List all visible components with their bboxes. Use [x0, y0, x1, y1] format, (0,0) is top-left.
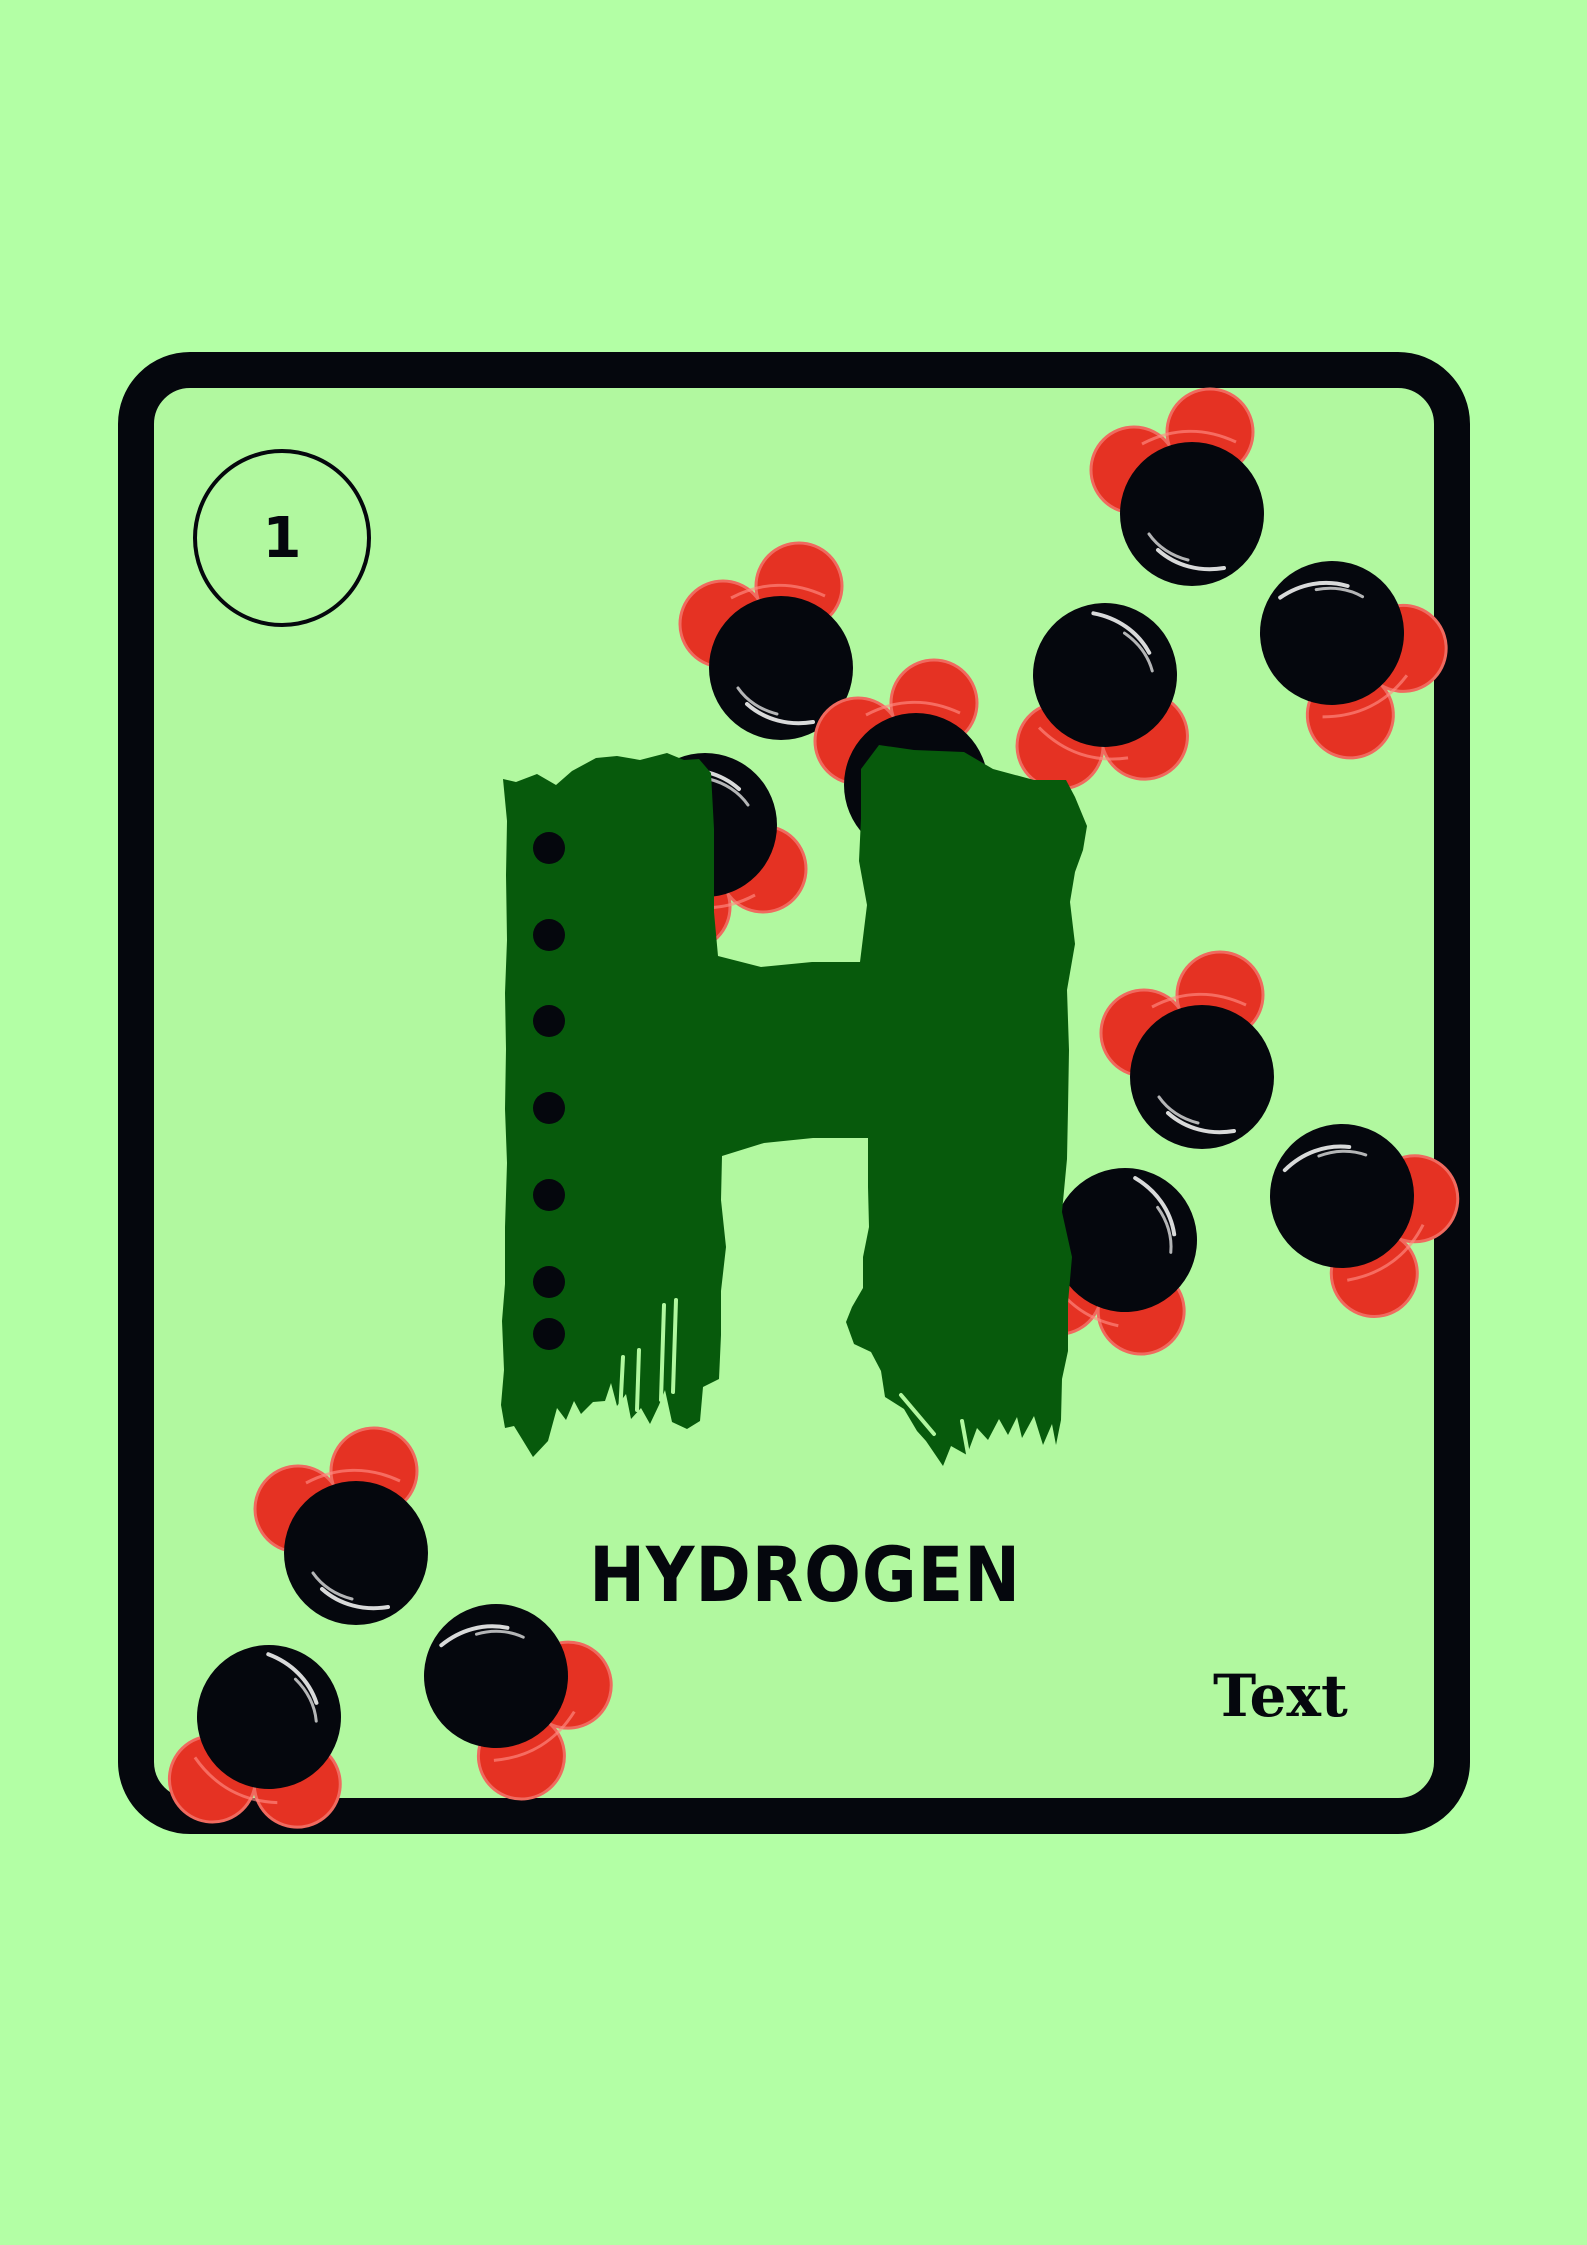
- painted-letter-h-icon: [501, 745, 1087, 1466]
- atomic-number-badge: 1: [193, 449, 371, 627]
- water-molecule-icon: [142, 1616, 395, 1878]
- water-molecule-icon: [1234, 523, 1479, 779]
- water-molecule-icon: [1089, 387, 1266, 588]
- footer-text: Text: [1213, 1662, 1348, 1730]
- element-name: HYDROGEN: [589, 1530, 1022, 1619]
- atomic-number: 1: [262, 505, 302, 571]
- water-molecule-icon: [1099, 950, 1276, 1151]
- water-molecule-icon: [253, 1426, 430, 1627]
- water-molecule-icon: [1239, 1077, 1499, 1342]
